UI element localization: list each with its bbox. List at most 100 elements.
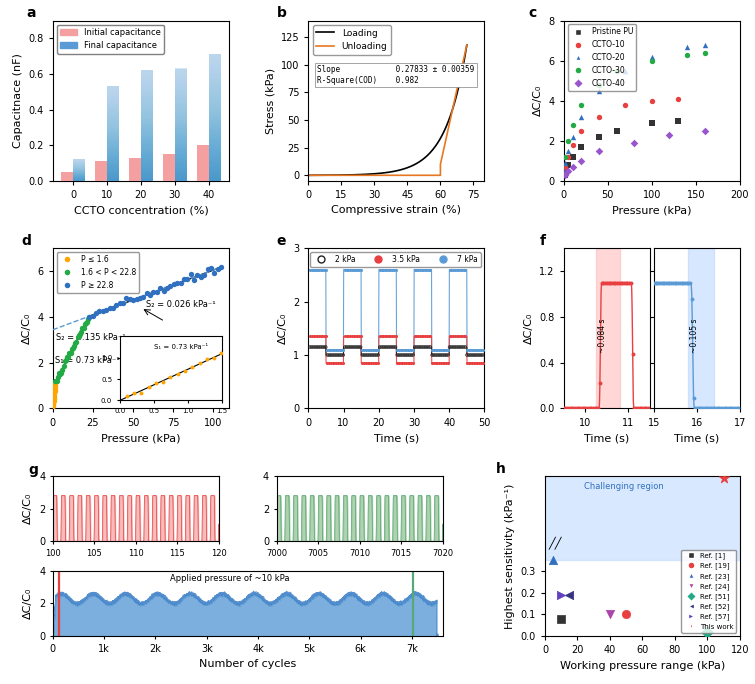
Point: [342, 331, 354, 342]
Text: ╱╱: ╱╱: [549, 536, 562, 549]
Point: [724, 403, 736, 414]
Point: [584, 403, 596, 414]
Point: [559, 166, 572, 176]
Point: [347, 341, 359, 352]
Point: [407, 358, 419, 369]
Point: [698, 125, 710, 136]
Point: [191, 269, 203, 280]
Point: [698, 47, 710, 58]
Point: [418, 331, 430, 342]
Point: [558, 403, 570, 414]
Point: [613, 277, 625, 288]
Point: [49, 381, 61, 392]
Point: [657, 277, 669, 288]
Point: [692, 403, 704, 414]
Point: [174, 277, 186, 288]
Point: [161, 282, 173, 293]
Point: [414, 341, 426, 352]
Point: [107, 303, 119, 314]
Unloading: [445, 121, 454, 129]
Point: [325, 344, 337, 355]
Point: [566, 151, 578, 162]
Unloading: [450, 96, 459, 105]
Point: [568, 403, 580, 414]
Point: [188, 274, 200, 285]
Bar: [129, 158, 141, 181]
Point: [356, 358, 368, 369]
Point: [395, 350, 407, 360]
Point: [646, 51, 658, 62]
Bar: [596, 248, 620, 408]
Point: [205, 263, 217, 274]
Point: [48, 393, 60, 404]
Y-axis label: Highest sensitivity (kPa⁻¹): Highest sensitivity (kPa⁻¹): [505, 484, 515, 629]
Point: [587, 403, 599, 414]
Point: [717, 473, 729, 484]
Point: [388, 341, 400, 352]
Point: [319, 341, 331, 352]
Point: [683, 277, 695, 288]
Point: [315, 264, 327, 275]
Y-axis label: ΔC/C₀: ΔC/C₀: [23, 588, 33, 619]
Point: [423, 264, 435, 275]
Point: [215, 262, 227, 273]
Point: [335, 350, 347, 360]
Point: [620, 277, 632, 288]
Point: [445, 341, 458, 352]
Point: [729, 403, 741, 414]
Point: [673, 277, 686, 288]
Point: [415, 341, 427, 352]
Point: [620, 609, 632, 620]
Point: [337, 350, 350, 360]
Point: [391, 344, 403, 355]
Y-axis label: Capacitnace (nF): Capacitnace (nF): [13, 53, 23, 148]
Point: [76, 323, 88, 334]
Point: [72, 332, 84, 343]
Point: [390, 264, 402, 275]
Point: [383, 264, 395, 275]
Point: [339, 264, 351, 275]
Point: [411, 264, 423, 275]
Point: [592, 403, 604, 414]
Point: [451, 341, 463, 352]
Point: [367, 350, 379, 360]
Point: [67, 343, 79, 354]
Point: [459, 264, 471, 275]
Point: [51, 376, 63, 386]
Point: [468, 358, 480, 369]
Point: [403, 344, 415, 355]
Point: [195, 272, 207, 282]
Point: [393, 358, 405, 369]
Point: [632, 403, 644, 414]
Point: [379, 341, 391, 352]
Point: [319, 264, 331, 275]
Point: [456, 331, 468, 342]
Point: [428, 358, 440, 369]
Point: [596, 278, 608, 289]
Loading: [437, 131, 446, 140]
Loading: [462, 41, 471, 49]
Point: [368, 358, 381, 369]
Point: [476, 344, 488, 355]
Point: [720, 403, 732, 414]
Point: [144, 289, 156, 300]
Point: [611, 277, 623, 288]
Point: [424, 331, 436, 342]
Point: [372, 358, 384, 369]
Point: [310, 341, 322, 352]
Point: [140, 287, 153, 298]
Loading: [304, 171, 313, 179]
Point: [351, 341, 363, 352]
Point: [451, 331, 463, 342]
Point: [311, 331, 323, 342]
Point: [710, 403, 722, 414]
Point: [400, 344, 412, 355]
Point: [411, 341, 423, 352]
Point: [311, 341, 323, 352]
Point: [48, 387, 60, 398]
Point: [448, 341, 461, 352]
Point: [381, 341, 393, 352]
Point: [582, 403, 594, 414]
Point: [375, 264, 387, 275]
Point: [313, 341, 325, 352]
